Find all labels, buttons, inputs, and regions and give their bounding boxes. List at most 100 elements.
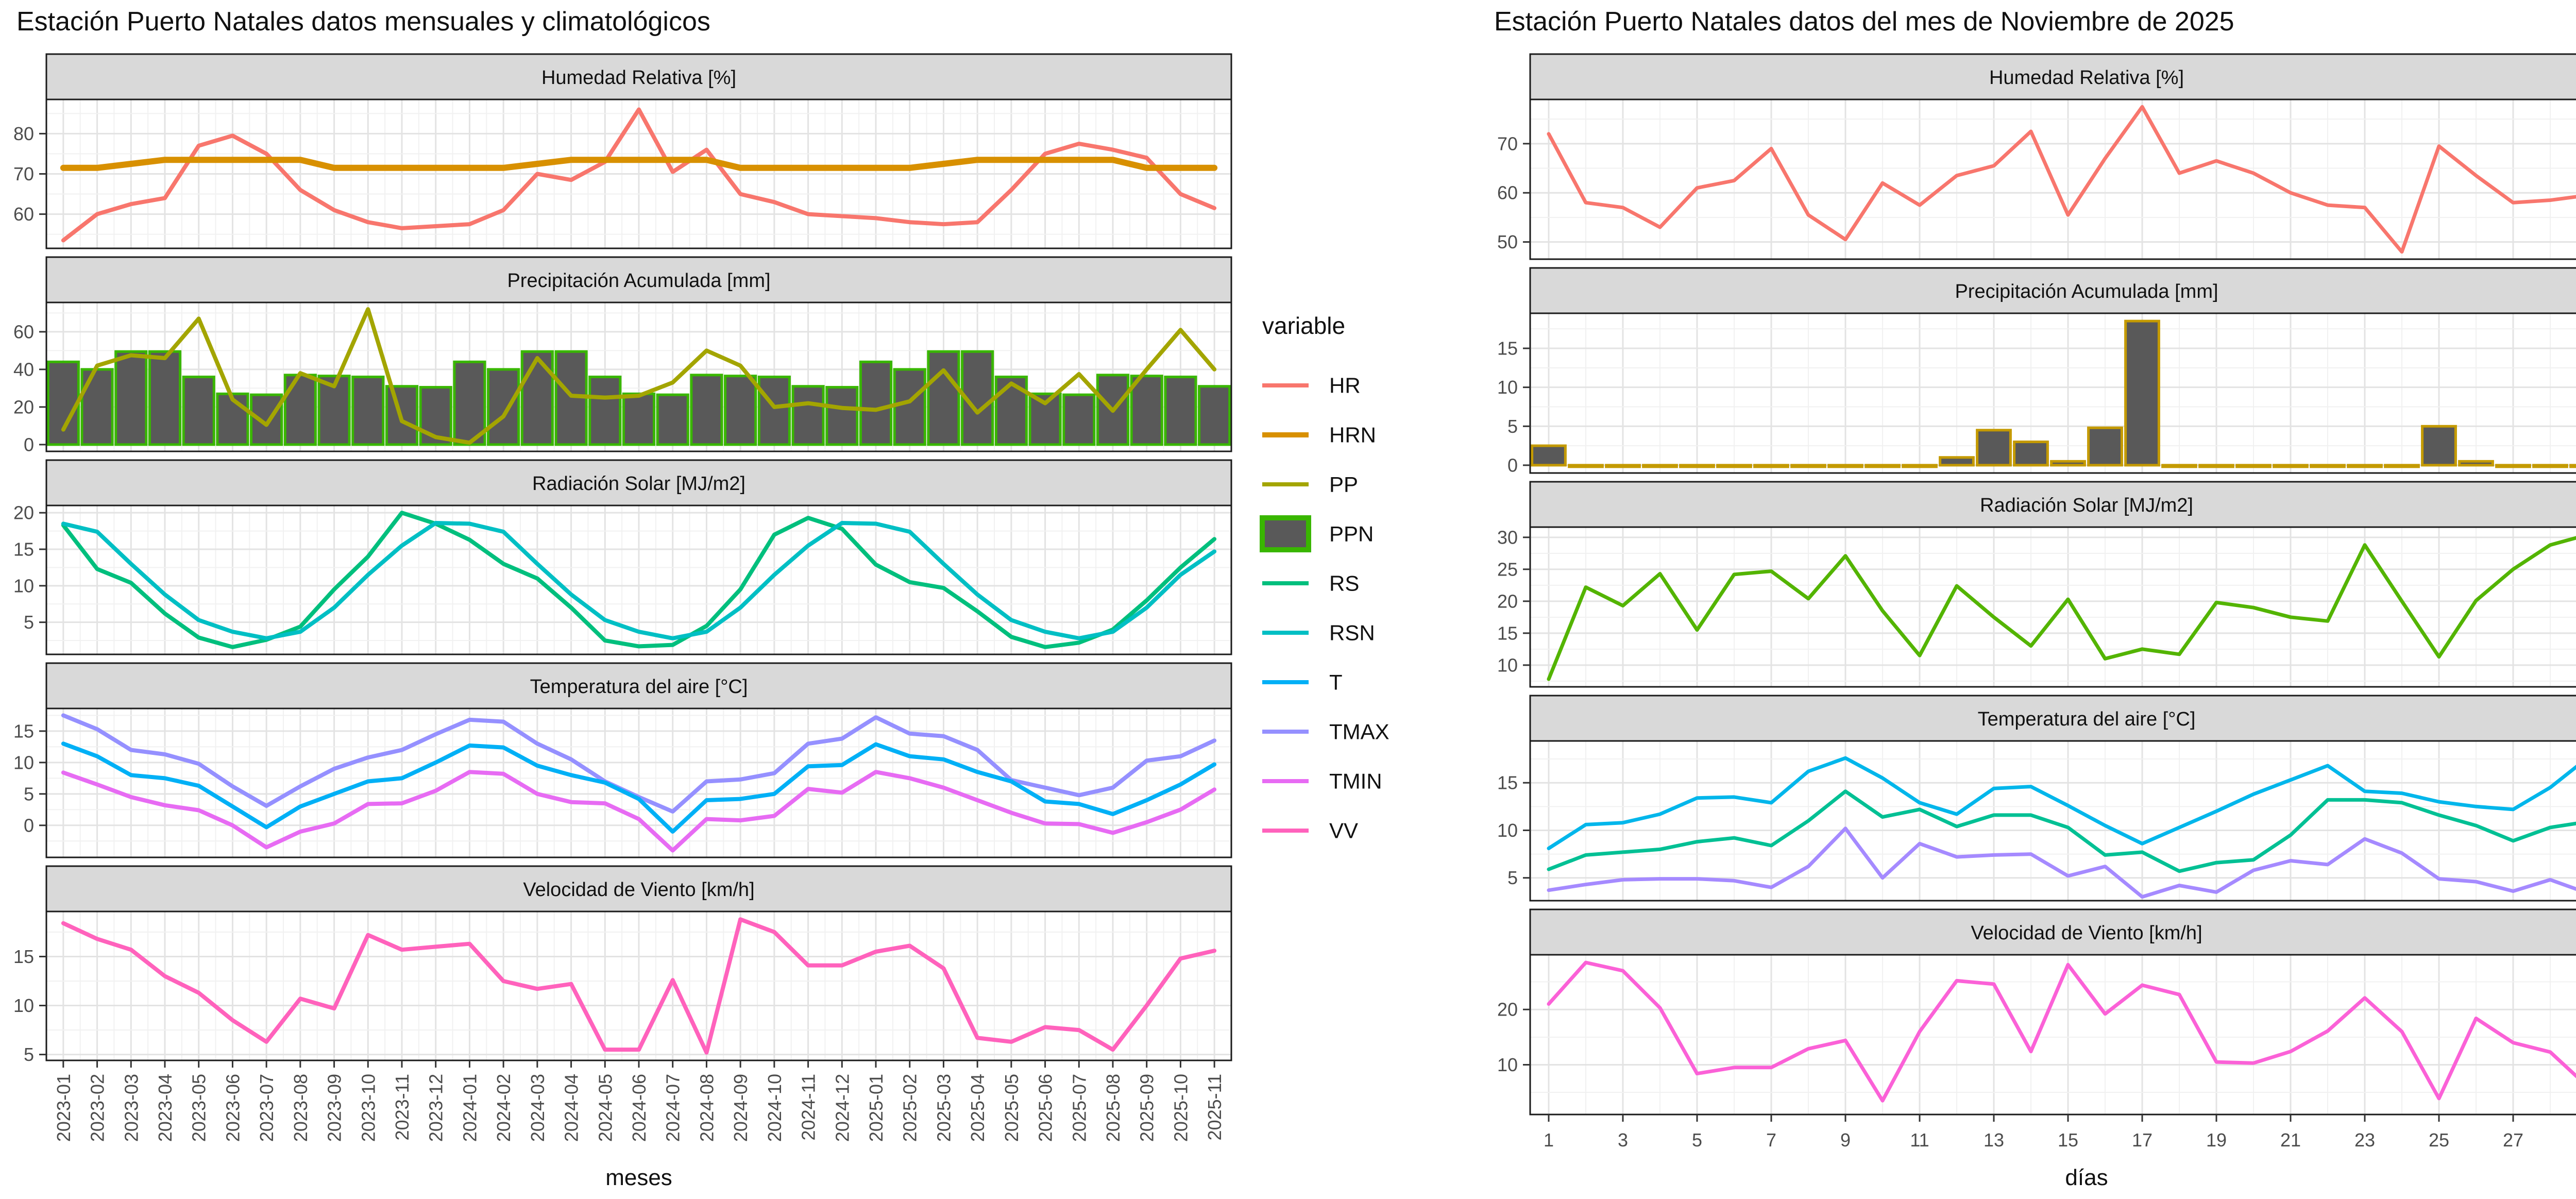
x-tick-label: 2024-01 bbox=[459, 1074, 480, 1142]
bar-PP bbox=[2198, 464, 2234, 468]
y-tick-label: 20 bbox=[1497, 999, 1518, 1020]
bar-PP bbox=[2013, 441, 2049, 467]
panel-strip bbox=[1529, 695, 2576, 742]
bar-PP bbox=[1642, 464, 1678, 468]
bar-PP bbox=[1605, 464, 1641, 468]
y-tick-label: 10 bbox=[1497, 1054, 1518, 1075]
bar-PPN bbox=[1130, 375, 1163, 446]
bar-PPN bbox=[690, 374, 723, 446]
bar-PPN bbox=[283, 374, 317, 446]
legend-label-RS: RS bbox=[1329, 571, 1359, 596]
x-tick-label: 2023-05 bbox=[189, 1074, 210, 1142]
bar-PPN bbox=[893, 368, 926, 446]
x-tick-label: 2024-10 bbox=[764, 1074, 785, 1142]
panel-strip bbox=[45, 256, 1232, 303]
panel-strip bbox=[1529, 908, 2576, 956]
series-line-RSN bbox=[61, 521, 1217, 640]
series-line-T bbox=[1547, 789, 2576, 873]
panel-strip bbox=[45, 865, 1232, 913]
y-tick-label: 5 bbox=[24, 1044, 34, 1065]
chart-title-right: Estación Puerto Natales datos del mes de… bbox=[1494, 7, 2234, 37]
series-line-T bbox=[61, 741, 1217, 834]
bar-PPN bbox=[757, 376, 791, 446]
x-tick-label: 2024-06 bbox=[629, 1074, 650, 1142]
y-tick-label: 50 bbox=[1497, 231, 1518, 252]
x-tick-label: 2025-07 bbox=[1069, 1074, 1090, 1142]
legend-label-PPN: PPN bbox=[1329, 522, 1374, 546]
bar-PP bbox=[1716, 464, 1752, 468]
bar-PPN bbox=[148, 350, 182, 446]
panel-strip bbox=[45, 459, 1232, 506]
panel-strip-title: Temperatura del aire [°C] bbox=[530, 676, 748, 698]
bar-PP bbox=[1790, 464, 1826, 468]
y-tick-label: 0 bbox=[1507, 454, 1518, 476]
panel-background bbox=[1530, 955, 2576, 1114]
x-tick-label: 2023-03 bbox=[121, 1074, 142, 1142]
x-tick-label: 1 bbox=[1544, 1129, 1554, 1151]
legend-label-T: T bbox=[1329, 670, 1343, 695]
bar-PPN bbox=[80, 368, 114, 446]
x-tick-label: 2024-11 bbox=[798, 1074, 819, 1140]
y-tick-label: 15 bbox=[13, 539, 34, 560]
bar-PPN bbox=[114, 350, 148, 446]
x-tick-label: 2023-06 bbox=[222, 1074, 243, 1142]
bar-PP bbox=[1679, 464, 1715, 468]
bar-PP bbox=[2161, 464, 2197, 468]
x-tick-label: 2023-02 bbox=[87, 1074, 108, 1142]
legend-label-HRN: HRN bbox=[1329, 423, 1376, 447]
bar-PP bbox=[2310, 464, 2346, 468]
series-line-VV bbox=[61, 917, 1217, 1055]
y-tick-label: 15 bbox=[1497, 772, 1518, 793]
y-tick-label: 80 bbox=[13, 123, 34, 144]
bar-PP bbox=[1827, 464, 1863, 468]
y-tick-label: 5 bbox=[24, 612, 34, 633]
series-line-HRN bbox=[60, 157, 1218, 171]
bar-PPN bbox=[1062, 393, 1096, 446]
y-tick-label: 15 bbox=[1497, 622, 1518, 644]
bar-PP bbox=[2273, 464, 2309, 468]
series-line-TMIN bbox=[61, 770, 1217, 853]
y-tick-label: 5 bbox=[1507, 867, 1518, 888]
legend-key-PPN bbox=[1260, 515, 1311, 552]
bar-PP bbox=[2532, 464, 2568, 468]
x-tick-label: 2024-07 bbox=[663, 1074, 684, 1142]
y-tick-label: 20 bbox=[13, 396, 34, 417]
legend-label-RSN: RSN bbox=[1329, 621, 1375, 645]
y-tick-label: 20 bbox=[1497, 590, 1518, 612]
bar-PP bbox=[2235, 464, 2272, 468]
x-tick-label: 17 bbox=[2132, 1129, 2153, 1151]
series-line-PP bbox=[61, 307, 1217, 445]
y-tick-label: 5 bbox=[1507, 416, 1518, 437]
bar-PPN bbox=[927, 350, 960, 446]
x-tick-label: 2024-08 bbox=[696, 1074, 717, 1142]
bar-PPN bbox=[351, 376, 385, 446]
bar-PP bbox=[2569, 464, 2576, 468]
panel-strip-title: Velocidad de Viento [km/h] bbox=[1971, 922, 2202, 944]
y-tick-label: 30 bbox=[1497, 527, 1518, 548]
y-tick-label: 10 bbox=[13, 575, 34, 596]
panel-strip-title: Radiación Solar [MJ/m2] bbox=[532, 473, 745, 495]
y-tick-label: 25 bbox=[1497, 559, 1518, 580]
panel-strip-title: Humedad Relativa [%] bbox=[1989, 67, 2184, 89]
bar-PP bbox=[1531, 444, 1567, 467]
bar-PPN bbox=[250, 393, 283, 446]
bar-PPN bbox=[994, 376, 1028, 446]
bar-PPN bbox=[791, 385, 825, 446]
x-tick-label: 2025-03 bbox=[933, 1074, 954, 1142]
chart-title-left: Estación Puerto Natales datos mensuales … bbox=[16, 7, 710, 37]
x-tick-label: 21 bbox=[2280, 1129, 2301, 1151]
x-tick-label: 2025-04 bbox=[967, 1074, 988, 1142]
panel-background bbox=[1530, 527, 2576, 687]
x-tick-label: 5 bbox=[1692, 1129, 1702, 1151]
bar-PPN bbox=[46, 360, 80, 446]
x-tick-label: 2025-06 bbox=[1035, 1074, 1056, 1142]
x-axis-title: meses bbox=[605, 1165, 672, 1190]
y-tick-label: 10 bbox=[1497, 377, 1518, 398]
bar-PPN bbox=[656, 393, 689, 446]
bar-PPN bbox=[453, 360, 486, 446]
y-tick-label: 10 bbox=[13, 995, 34, 1016]
x-tick-label: 2024-05 bbox=[595, 1074, 616, 1142]
panel-strip bbox=[1529, 267, 2576, 314]
y-tick-label: 60 bbox=[13, 204, 34, 225]
